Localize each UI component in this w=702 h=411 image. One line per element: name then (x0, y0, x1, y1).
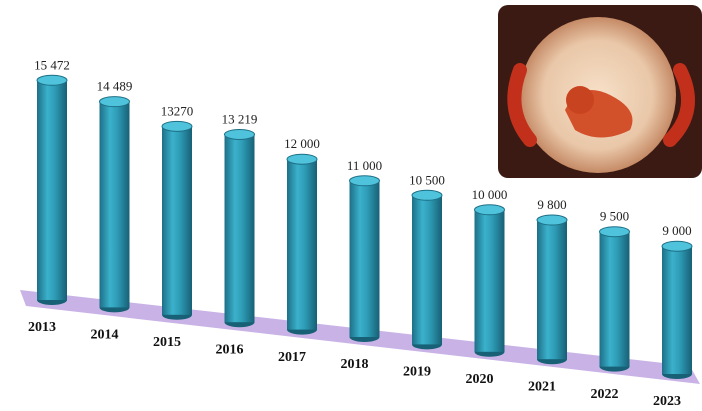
bar (162, 121, 192, 319)
bar (662, 241, 692, 379)
bar-body (100, 102, 130, 308)
bar (412, 190, 442, 349)
bar-body (162, 126, 192, 314)
x-tick-label: 2019 (403, 365, 431, 380)
bar (37, 75, 67, 305)
bar-body (225, 134, 255, 322)
bar-body (662, 246, 692, 374)
x-tick-label: 2014 (91, 328, 119, 343)
value-label: 12 000 (284, 136, 320, 151)
bar-top (662, 241, 692, 251)
bar (225, 129, 255, 327)
bar-body (600, 232, 630, 367)
bar-body (475, 210, 505, 352)
x-tick-label: 2020 (466, 372, 494, 387)
x-tick-label: 2023 (653, 394, 681, 409)
bar (600, 227, 630, 372)
bar-body (350, 181, 380, 337)
bar (537, 215, 567, 364)
value-label: 10 500 (409, 172, 445, 187)
x-tick-label: 2017 (278, 350, 306, 365)
bar (350, 176, 380, 342)
value-label: 10 000 (472, 187, 508, 202)
bar (100, 97, 130, 313)
bar-top (287, 154, 317, 164)
photo (498, 5, 702, 178)
value-label: 13270 (161, 103, 194, 118)
bar-top (537, 215, 567, 225)
bar-body (37, 80, 67, 300)
x-tick-label: 2018 (341, 357, 369, 372)
bar-body (287, 159, 317, 329)
value-label: 14 489 (97, 79, 133, 94)
bar-top (162, 121, 192, 131)
bar (287, 154, 317, 334)
bar-top (225, 129, 255, 139)
value-label: 15 472 (34, 57, 70, 72)
bar (475, 205, 505, 357)
x-tick-label: 2013 (28, 320, 56, 335)
value-label: 11 000 (347, 158, 382, 173)
x-tick-label: 2021 (528, 379, 556, 394)
x-tick-label: 2016 (216, 342, 244, 357)
bar-top (350, 176, 380, 186)
value-label: 13 219 (222, 111, 258, 126)
bar-top (37, 75, 67, 85)
bar-top (100, 97, 130, 107)
bar-top (412, 190, 442, 200)
chart: 15 472 2013 14 489 2014 13270 2015 13 219 2016 1… (0, 0, 702, 411)
value-label: 9 500 (600, 209, 629, 224)
bar-top (475, 205, 505, 215)
value-label: 9 000 (662, 223, 691, 238)
bar-body (537, 220, 567, 359)
bar-body (412, 195, 442, 344)
bar-top (600, 227, 630, 237)
value-label: 9 800 (537, 197, 566, 212)
x-tick-label: 2022 (591, 387, 619, 402)
x-tick-label: 2015 (153, 335, 181, 350)
